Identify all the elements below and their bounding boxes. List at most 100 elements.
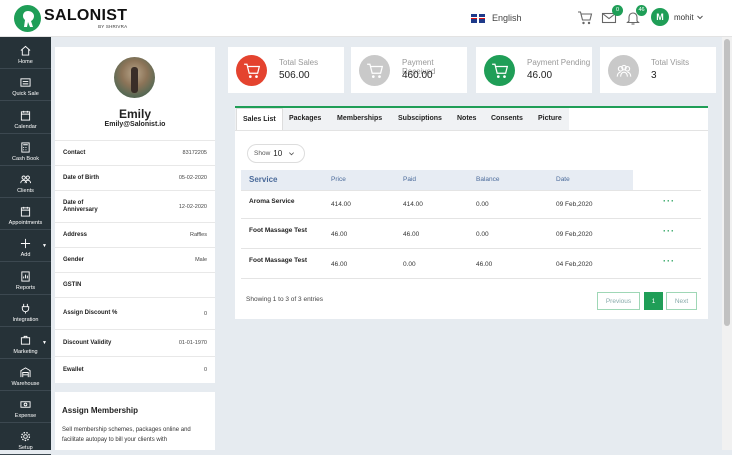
- sidebar-item-label: Warehouse: [11, 381, 40, 388]
- sidebar-item-setup[interactable]: Setup: [0, 423, 51, 455]
- user-menu[interactable]: M mohit: [651, 8, 704, 26]
- group-icon: [608, 55, 639, 86]
- bell-badge: 46: [636, 5, 647, 16]
- brand-sub: BY SHRIVRA: [98, 23, 128, 29]
- sales-panel: Sales List Packages Memberships Subscipt…: [235, 106, 708, 319]
- cart-icon: [359, 55, 390, 86]
- row-actions-button[interactable]: ···: [663, 256, 675, 266]
- sidebar-item-marketing[interactable]: Marketing ▼: [0, 327, 51, 359]
- sidebar-item-label: Integration: [12, 316, 39, 323]
- bell-icon[interactable]: 46: [625, 5, 647, 26]
- client-name: Emily: [118, 107, 151, 121]
- cart-icon: [484, 55, 515, 86]
- show-value: 10: [273, 149, 283, 158]
- cart-icon[interactable]: [577, 10, 593, 26]
- calendar-check-icon: [20, 207, 31, 217]
- col-service[interactable]: Service: [249, 175, 278, 184]
- profile-row-anniversary: Date of Anniversary 12-02-2020: [55, 190, 215, 222]
- stat-card-payment-pending: Payment Pending 46.00: [476, 47, 592, 93]
- sidebar-item-integration[interactable]: Integration: [0, 295, 51, 327]
- register-icon: [20, 78, 31, 87]
- profile-row-address: Address Raffles: [55, 222, 215, 247]
- sidebar-item-label: Cash Book: [12, 155, 39, 162]
- sidebar-item-label: Expense: [14, 413, 37, 420]
- sidebar-item-label: Reports: [15, 284, 36, 291]
- col-price[interactable]: Price: [331, 176, 346, 183]
- sidebar-item-cash-book[interactable]: Cash Book: [0, 134, 51, 166]
- sidebar-item-label: Quick Sale: [12, 91, 39, 98]
- stat-value: 460.00: [402, 70, 433, 81]
- top-bar: SALONIST BY SHRIVRA English 0 46 M mohit: [0, 0, 732, 37]
- users-icon: [20, 175, 31, 184]
- warehouse-icon: [20, 367, 31, 378]
- chevron-down-icon: [696, 15, 703, 20]
- previous-page-button[interactable]: Previous: [597, 292, 640, 310]
- tab-sales-list[interactable]: Sales List: [236, 108, 283, 130]
- scrollbar-thumb[interactable]: [724, 39, 730, 326]
- profile-row-ewallet: Ewallet 0: [55, 356, 215, 383]
- profile-row-contact: Contact 83172205: [55, 140, 215, 165]
- user-name: mohit: [674, 12, 694, 22]
- client-photo: [114, 57, 155, 98]
- tab-packages[interactable]: Packages: [289, 115, 322, 122]
- sidebar-item-reports[interactable]: Reports: [0, 262, 51, 295]
- stat-value: 506.00: [279, 70, 310, 81]
- profile-row-gstin: GSTIN: [55, 272, 215, 297]
- tab-notes[interactable]: Notes: [457, 115, 477, 122]
- membership-title: Assign Membership: [62, 406, 139, 415]
- language-selector[interactable]: English: [471, 13, 522, 23]
- plug-icon: [21, 303, 30, 314]
- show-label: Show: [254, 150, 271, 157]
- sidebar-item-label: Marketing: [13, 348, 38, 355]
- sidebar-item-clients[interactable]: Clients: [0, 166, 51, 198]
- profile-row-dob: Date of Birth 05-02-2020: [55, 165, 215, 190]
- sidebar-item-label: Appointments: [8, 220, 43, 227]
- profile-row-discount: Assign Discount % 0: [55, 297, 215, 329]
- tab-picture[interactable]: Picture: [538, 115, 562, 122]
- page-size-select[interactable]: Show 10: [247, 144, 305, 163]
- uk-flag-icon: [471, 13, 485, 23]
- col-date[interactable]: Date: [556, 176, 570, 183]
- sidebar-item-calendar[interactable]: Calendar: [0, 101, 51, 134]
- mail-icon[interactable]: 0: [601, 5, 623, 26]
- sidebar-item-quick-sale[interactable]: Quick Sale: [0, 69, 51, 102]
- stat-label: Total Visits: [651, 58, 690, 67]
- logo-mark-icon: [14, 5, 41, 32]
- stat-value: 3: [651, 70, 657, 81]
- sidebar: Home Quick Sale Calendar Cash Book Clien…: [0, 37, 51, 455]
- assign-membership-card: Assign Membership Sell membership scheme…: [55, 392, 215, 450]
- table-header: [241, 170, 633, 190]
- sidebar-item-warehouse[interactable]: Warehouse: [0, 359, 51, 392]
- brand-logo[interactable]: SALONIST BY SHRIVRA: [14, 5, 127, 32]
- megaphone-icon: [20, 335, 31, 345]
- money-icon: [20, 401, 31, 408]
- next-page-button[interactable]: Next: [666, 292, 697, 310]
- page-1-button[interactable]: 1: [644, 292, 663, 310]
- chevron-down-icon: [289, 152, 295, 156]
- sidebar-item-label: Clients: [17, 187, 34, 194]
- stat-card-payment-received: Payment Received 460.00: [351, 47, 467, 93]
- membership-description: Sell membership schemes, packages online…: [62, 427, 191, 443]
- page-scrollbar[interactable]: [722, 37, 732, 450]
- gear-icon: [20, 432, 31, 442]
- tab-subscriptions[interactable]: Subsciptions: [398, 115, 442, 122]
- report-icon: [21, 270, 30, 282]
- col-paid[interactable]: Paid: [403, 176, 417, 183]
- profile-row-gender: Gender Male: [55, 247, 215, 272]
- row-actions-button[interactable]: ···: [663, 196, 675, 206]
- stat-label: Payment Received: [402, 58, 436, 76]
- sidebar-item-appointments[interactable]: Appointments: [0, 198, 51, 231]
- brand-name: SALONIST: [44, 6, 128, 24]
- col-balance[interactable]: Balance: [476, 176, 500, 183]
- tab-consents[interactable]: Consents: [491, 115, 523, 122]
- cart-icon: [236, 55, 267, 86]
- tab-memberships[interactable]: Memberships: [337, 115, 383, 122]
- language-label: English: [492, 13, 522, 23]
- stat-label: Total Sales: [279, 58, 319, 67]
- calculator-icon: [21, 142, 30, 153]
- caret-down-icon: ▼: [42, 243, 47, 250]
- sidebar-item-add[interactable]: Add ▼: [0, 230, 51, 263]
- row-actions-button[interactable]: ···: [663, 226, 675, 236]
- sidebar-item-home[interactable]: Home: [0, 37, 51, 70]
- sidebar-item-expense[interactable]: Expense: [0, 391, 51, 424]
